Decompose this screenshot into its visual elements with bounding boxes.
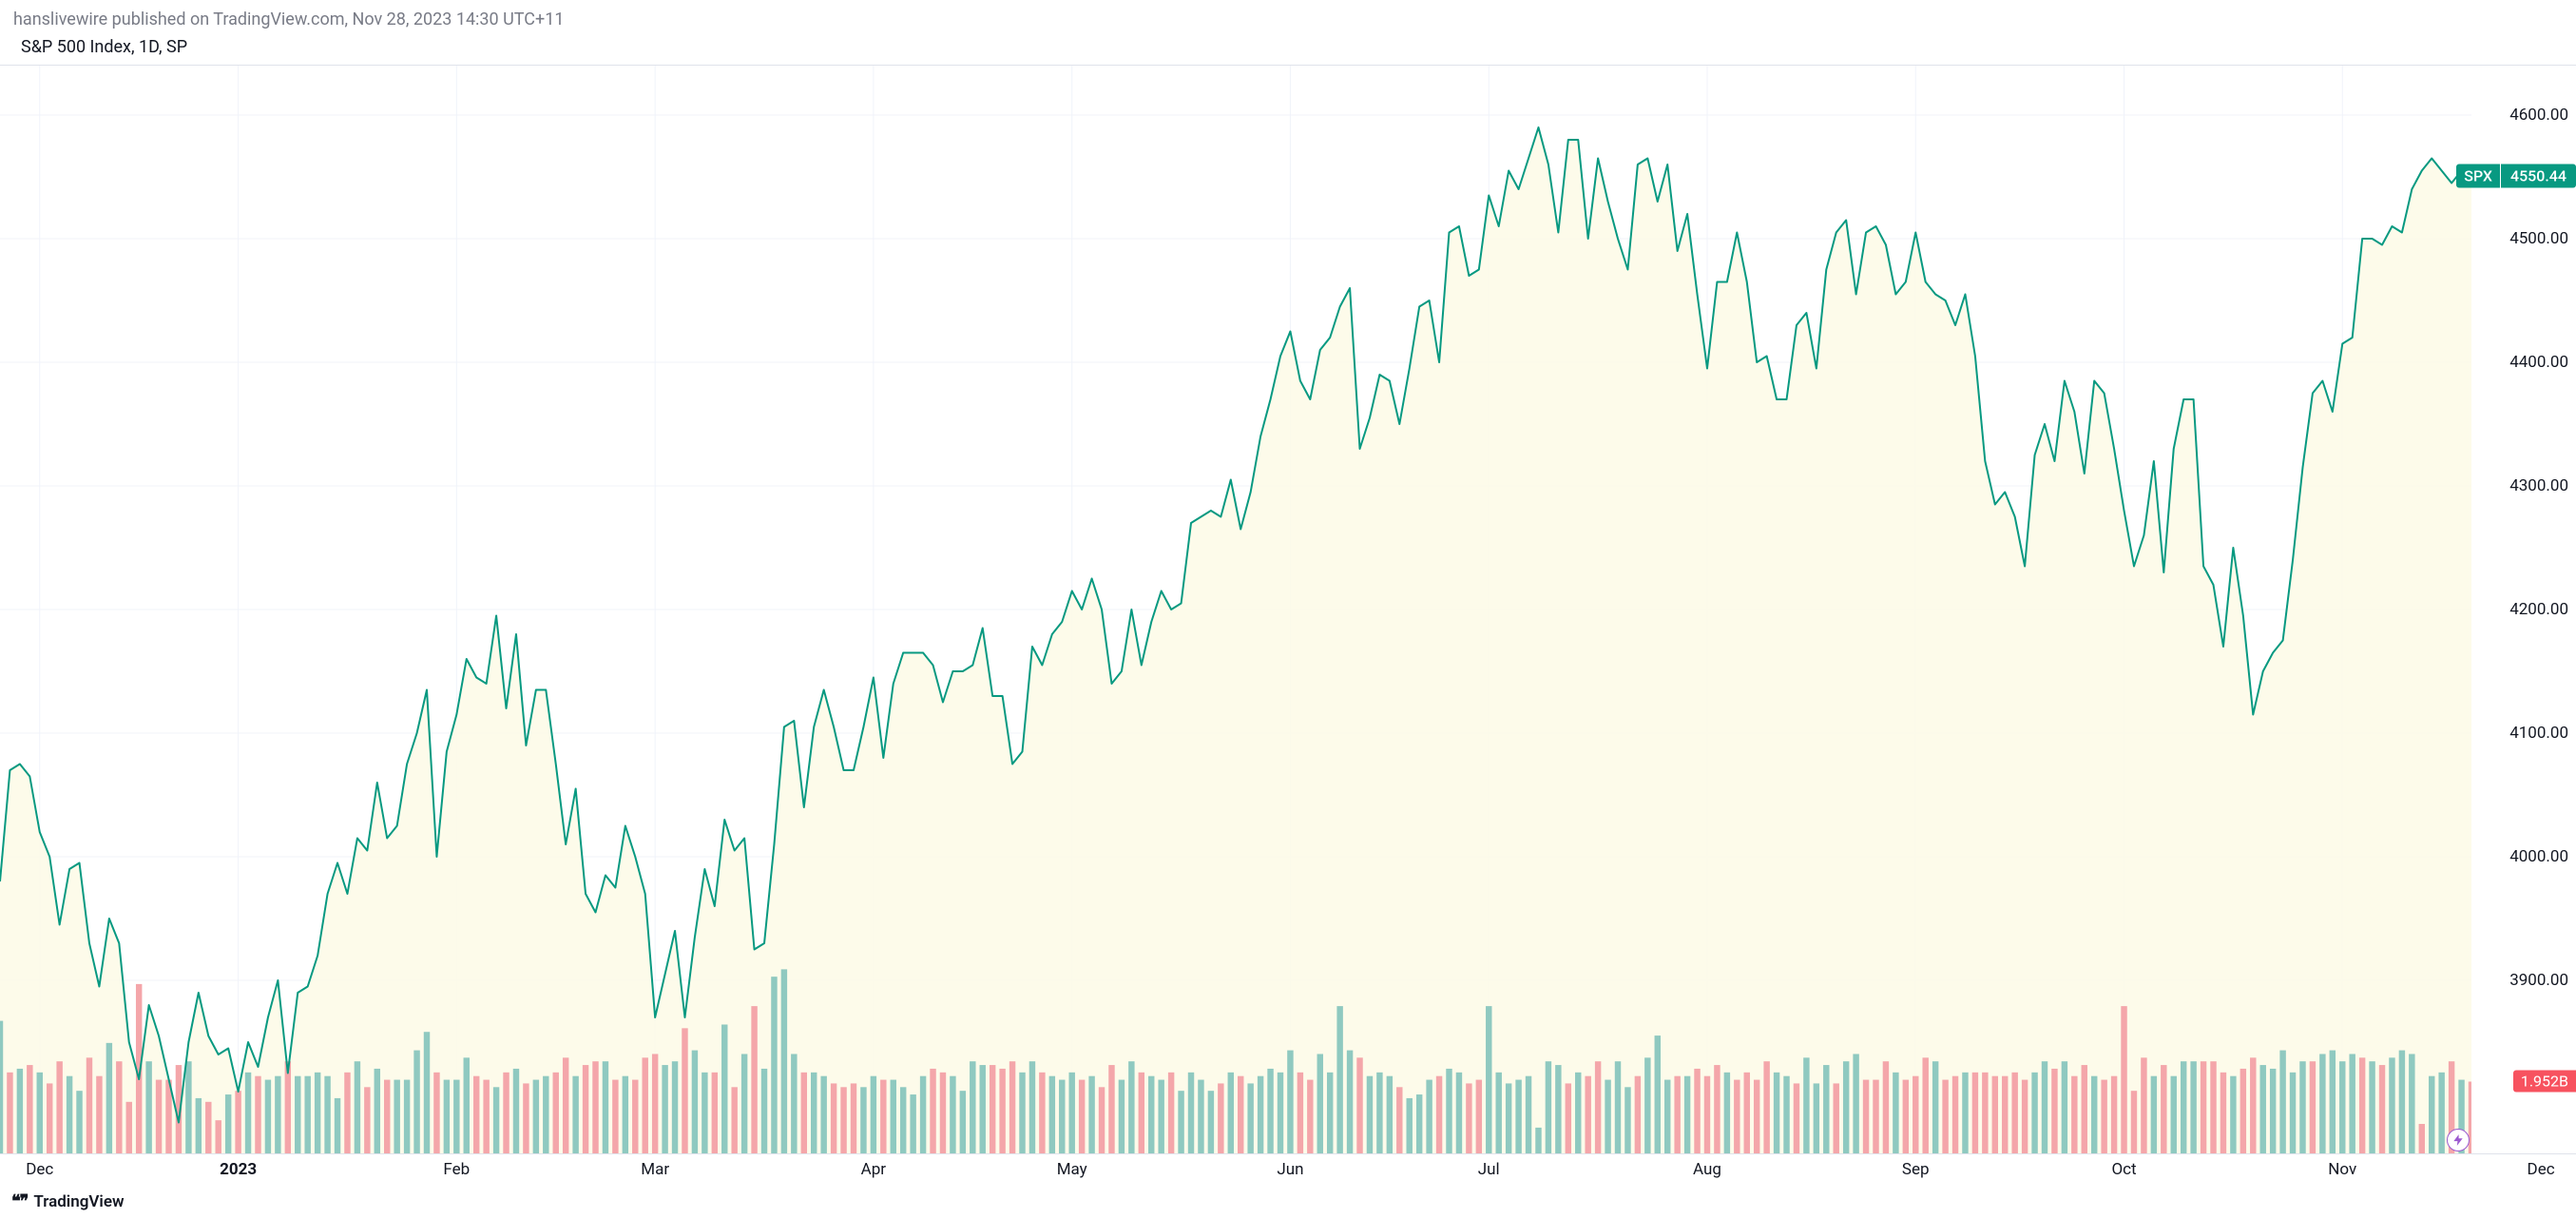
tradingview-logo-icon: ❝❞ — [11, 1191, 28, 1211]
x-axis-tick: Dec — [2528, 1160, 2555, 1179]
last-price-badge: SPX 4550.44 — [2456, 164, 2576, 188]
x-axis-tick: Sep — [1902, 1160, 1930, 1179]
x-axis-tick: Mar — [641, 1160, 669, 1179]
x-axis: Dec2023FebMarAprMayJunJulAugSepOctNovDec — [0, 1153, 2471, 1186]
x-axis-tick: 2023 — [220, 1160, 257, 1179]
x-axis-tick: Feb — [443, 1160, 470, 1179]
last-volume-badge: 1.952B — [2513, 1071, 2576, 1093]
x-axis-tick: Aug — [1693, 1160, 1721, 1179]
x-axis-tick: Nov — [2328, 1160, 2356, 1179]
footer-brand: ❝❞ TradingView — [0, 1186, 2576, 1219]
last-price-symbol: SPX — [2456, 164, 2500, 188]
y-axis-tick: 4400.00 — [2509, 353, 2568, 372]
y-axis-tick: 4500.00 — [2509, 229, 2568, 248]
y-axis-tick: 4000.00 — [2509, 847, 2568, 866]
y-axis-tick: 4200.00 — [2509, 600, 2568, 619]
x-axis-tick: Jul — [1478, 1160, 1500, 1179]
snapshot-icon[interactable] — [2447, 1129, 2470, 1151]
x-axis-spacer — [2471, 1153, 2576, 1186]
chart-title: S&P 500 Index, 1D, SP — [0, 33, 2576, 65]
chart-plot-area[interactable] — [0, 65, 2471, 1153]
y-axis-tick: 4100.00 — [2509, 724, 2568, 743]
y-axis-tick: 4300.00 — [2509, 476, 2568, 495]
y-axis-tick: 3900.00 — [2509, 971, 2568, 990]
x-axis-tick: Apr — [861, 1160, 886, 1179]
x-axis-tick: May — [1057, 1160, 1087, 1179]
last-price-value: 4550.44 — [2501, 164, 2576, 188]
y-axis-tick: 4600.00 — [2509, 106, 2568, 125]
x-axis-tick: Dec — [26, 1160, 53, 1179]
price-chart-svg — [0, 66, 2471, 1153]
x-axis-tick: Jun — [1277, 1160, 1303, 1179]
footer-brand-label: TradingView — [33, 1192, 124, 1211]
y-axis: SPX 4550.44 1.952B 3900.004000.004100.00… — [2471, 65, 2576, 1153]
x-axis-tick: Oct — [2111, 1160, 2136, 1179]
attribution-text: hanslivewire published on TradingView.co… — [0, 0, 2576, 33]
